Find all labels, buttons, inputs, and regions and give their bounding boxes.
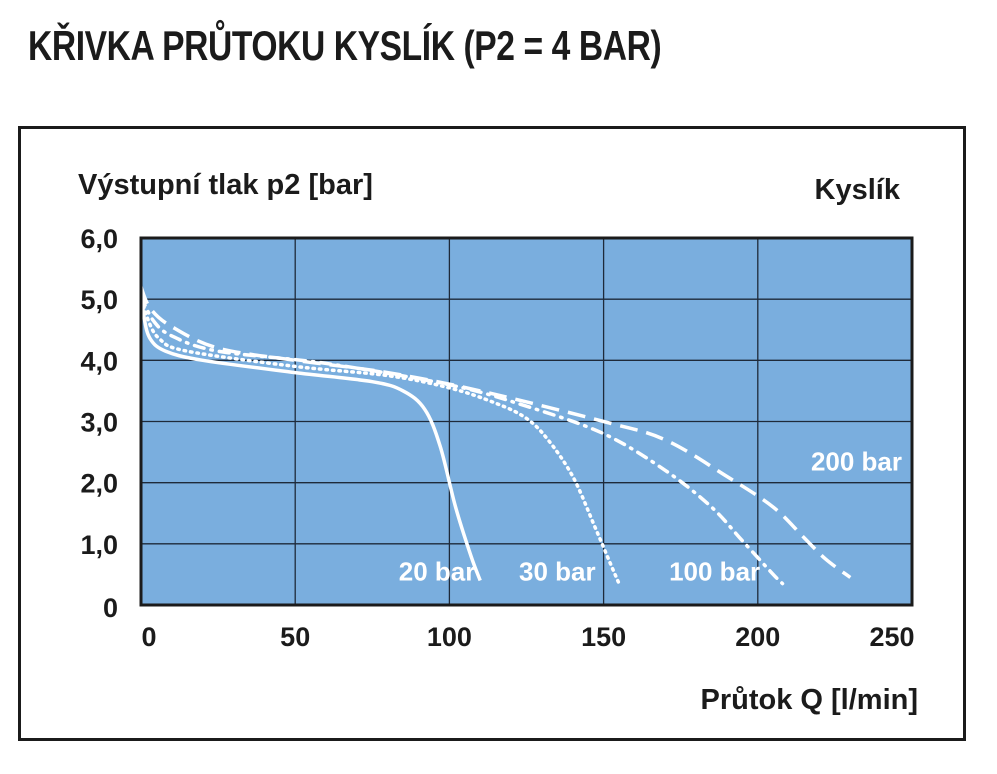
series-labels: 20 bar 30 bar 100 bar 200 bar xyxy=(399,446,902,586)
y-tick-labels: 0 1,0 2,0 3,0 4,0 5,0 6,0 xyxy=(80,224,118,623)
y-tick-label: 3,0 xyxy=(80,408,118,438)
plot-border xyxy=(139,236,914,607)
series-line-30-bar xyxy=(139,291,621,586)
series-label-100-bar: 100 bar xyxy=(669,557,760,587)
series-label-20-bar: 20 bar xyxy=(399,557,476,587)
x-tick-label: 250 xyxy=(869,622,914,652)
x-tick-label: 200 xyxy=(735,622,780,652)
y-tick-label: 4,0 xyxy=(80,346,118,376)
x-tick-label: 100 xyxy=(427,622,472,652)
series-label-200-bar: 200 bar xyxy=(811,446,902,476)
y-axis-label: Výstupní tlak p2 [bar] xyxy=(78,169,373,201)
x-tick-label: 150 xyxy=(581,622,626,652)
x-tick-label: 50 xyxy=(280,622,310,652)
series-line-200-bar xyxy=(139,286,852,579)
y-tick-label: 2,0 xyxy=(80,469,118,499)
x-tick-labels: 0 50 100 150 200 250 xyxy=(141,622,914,652)
chart-subtitle: Kyslík xyxy=(815,174,901,206)
y-tick-label: 5,0 xyxy=(80,285,118,315)
x-tick-label: 0 xyxy=(141,622,156,652)
y-tick-label: 6,0 xyxy=(80,224,118,254)
series-line-20-bar xyxy=(139,286,482,582)
curves xyxy=(139,286,852,586)
page-title: KŘIVKA PRŮTOKU KYSLÍK (P2 = 4 BAR) xyxy=(28,22,662,69)
series-label-30-bar: 30 bar xyxy=(519,557,596,587)
chart-frame xyxy=(18,126,966,741)
series-line-100-bar xyxy=(139,294,785,586)
y-tick-label: 1,0 xyxy=(80,530,118,560)
x-axis-label: Průtok Q [l/min] xyxy=(701,684,919,716)
y-tick-label: 0 xyxy=(103,593,118,623)
